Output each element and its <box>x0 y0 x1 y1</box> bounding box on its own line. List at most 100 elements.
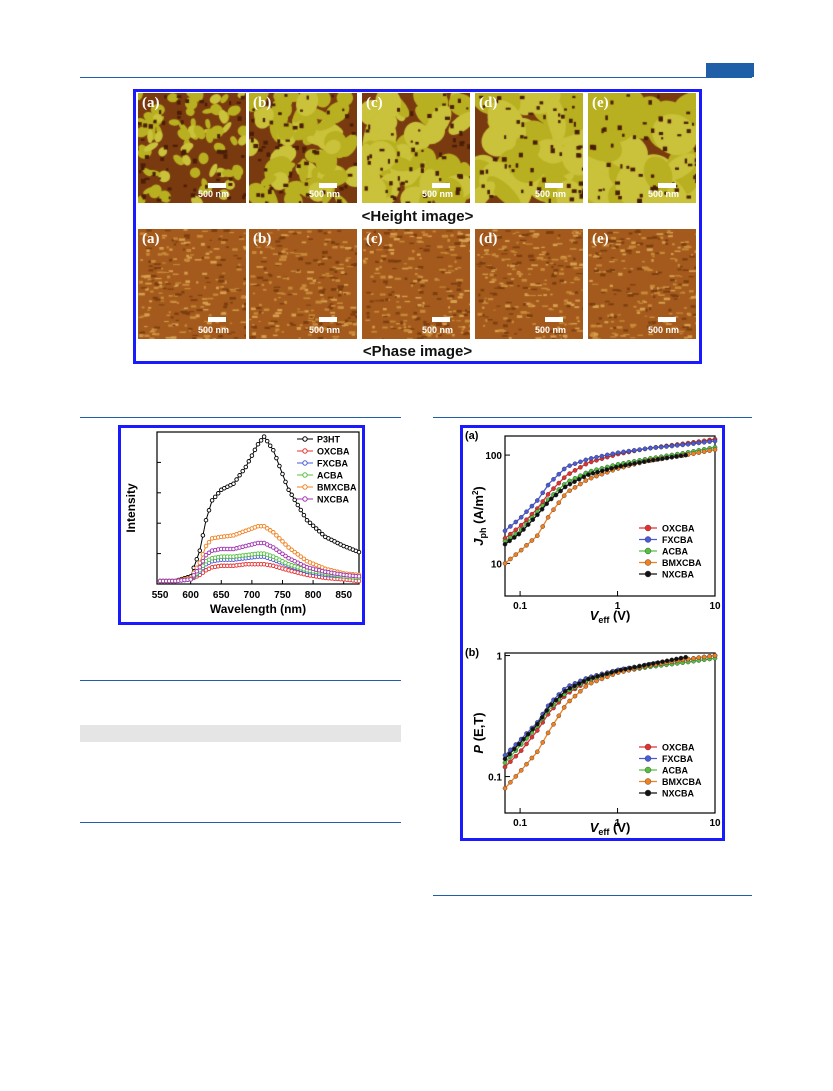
data-point <box>524 761 529 767</box>
legend-label: FXCBA <box>662 754 693 764</box>
scale-bar <box>658 183 676 188</box>
data-point <box>289 492 294 498</box>
data-point <box>553 492 559 498</box>
x-tick-label: 600 <box>182 590 199 601</box>
data-point <box>508 759 513 764</box>
data-point <box>609 466 614 471</box>
scale-bar-label: 500 nm <box>198 189 230 199</box>
scale-bar <box>545 183 563 188</box>
scale-bar-label: 500 nm <box>422 325 454 335</box>
data-point <box>701 440 707 445</box>
phase-image-panel: (b) 500 nm <box>249 229 357 339</box>
data-point <box>271 530 276 535</box>
data-point <box>604 467 610 472</box>
data-point <box>650 457 656 463</box>
plot-frame <box>504 652 716 814</box>
height-image-caption: <Height image> <box>361 208 474 225</box>
data-point <box>206 550 212 556</box>
data-point <box>572 468 578 473</box>
y-tick-label: 100 <box>485 451 502 462</box>
data-point <box>280 471 285 477</box>
data-point <box>200 533 206 538</box>
data-point <box>562 484 568 490</box>
data-point <box>237 473 242 478</box>
legend-label: NXCBA <box>317 495 350 505</box>
data-point <box>701 449 707 455</box>
panel-label: (c) <box>366 231 383 247</box>
data-point <box>567 481 573 487</box>
scale-bar-label: 500 nm <box>648 325 680 335</box>
data-point <box>588 475 594 481</box>
data-point <box>539 507 545 512</box>
data-point <box>545 730 551 736</box>
data-point <box>650 661 656 666</box>
data-point <box>551 477 556 482</box>
data-point <box>626 448 632 454</box>
legend-marker <box>302 436 308 442</box>
data-point <box>558 488 563 494</box>
data-point <box>197 548 203 553</box>
panel-label: (a) <box>142 231 160 247</box>
plot-frame <box>156 431 360 585</box>
data-point <box>586 472 591 477</box>
data-point <box>561 466 567 472</box>
data-point <box>203 543 209 549</box>
data-point <box>502 756 508 762</box>
pl-spectra-figure: 550 600 650 700 750 800 850 Wavelength (nm) Inte… <box>118 425 365 625</box>
panel-label: (a) <box>465 430 479 442</box>
data-point <box>502 785 508 791</box>
scale-bar-label: 500 nm <box>648 189 680 199</box>
legend-marker <box>302 484 308 490</box>
x-tick-label: 550 <box>152 590 169 601</box>
data-point <box>529 734 535 740</box>
data-point <box>264 526 270 531</box>
data-point <box>209 498 215 503</box>
data-point <box>249 453 255 458</box>
data-point <box>578 481 583 487</box>
data-point <box>292 497 297 503</box>
data-point <box>277 549 282 555</box>
data-point <box>292 549 297 555</box>
legend-marker <box>644 547 652 555</box>
scale-bar <box>319 183 337 188</box>
data-point <box>540 524 545 529</box>
scale-bar-label: 500 nm <box>198 325 230 335</box>
data-point <box>655 660 661 665</box>
data-point <box>660 456 665 462</box>
data-point <box>572 461 578 467</box>
data-point <box>691 451 696 457</box>
series-line <box>504 656 686 760</box>
legend-marker <box>644 536 652 543</box>
plot-frame <box>504 435 716 597</box>
data-point <box>609 670 614 675</box>
legend-label: BMXCBA <box>662 777 702 787</box>
legend-marker <box>644 789 652 797</box>
legend-label: OXCBA <box>662 524 695 534</box>
data-point <box>274 533 279 538</box>
scale-bar <box>208 317 226 322</box>
data-point <box>712 447 718 453</box>
data-point <box>545 482 551 488</box>
data-point <box>544 708 549 713</box>
data-point <box>567 685 573 691</box>
data-point <box>632 664 637 670</box>
x-tick-label: 750 <box>274 590 291 601</box>
data-point <box>544 501 549 507</box>
data-point <box>271 447 276 453</box>
scale-bar <box>432 317 450 322</box>
data-point <box>664 444 669 449</box>
data-point <box>623 462 628 468</box>
data-point <box>696 450 702 456</box>
data-point <box>599 468 605 474</box>
data-point <box>680 442 685 448</box>
data-point <box>231 481 236 486</box>
data-point <box>507 751 512 757</box>
data-point <box>556 480 562 486</box>
data-point <box>529 538 535 543</box>
data-point <box>295 502 301 508</box>
height-image-panel: (b) 500 nm <box>249 93 357 203</box>
data-point <box>507 538 512 544</box>
data-point <box>530 517 536 522</box>
data-point <box>636 663 642 669</box>
legend-marker <box>302 472 308 478</box>
